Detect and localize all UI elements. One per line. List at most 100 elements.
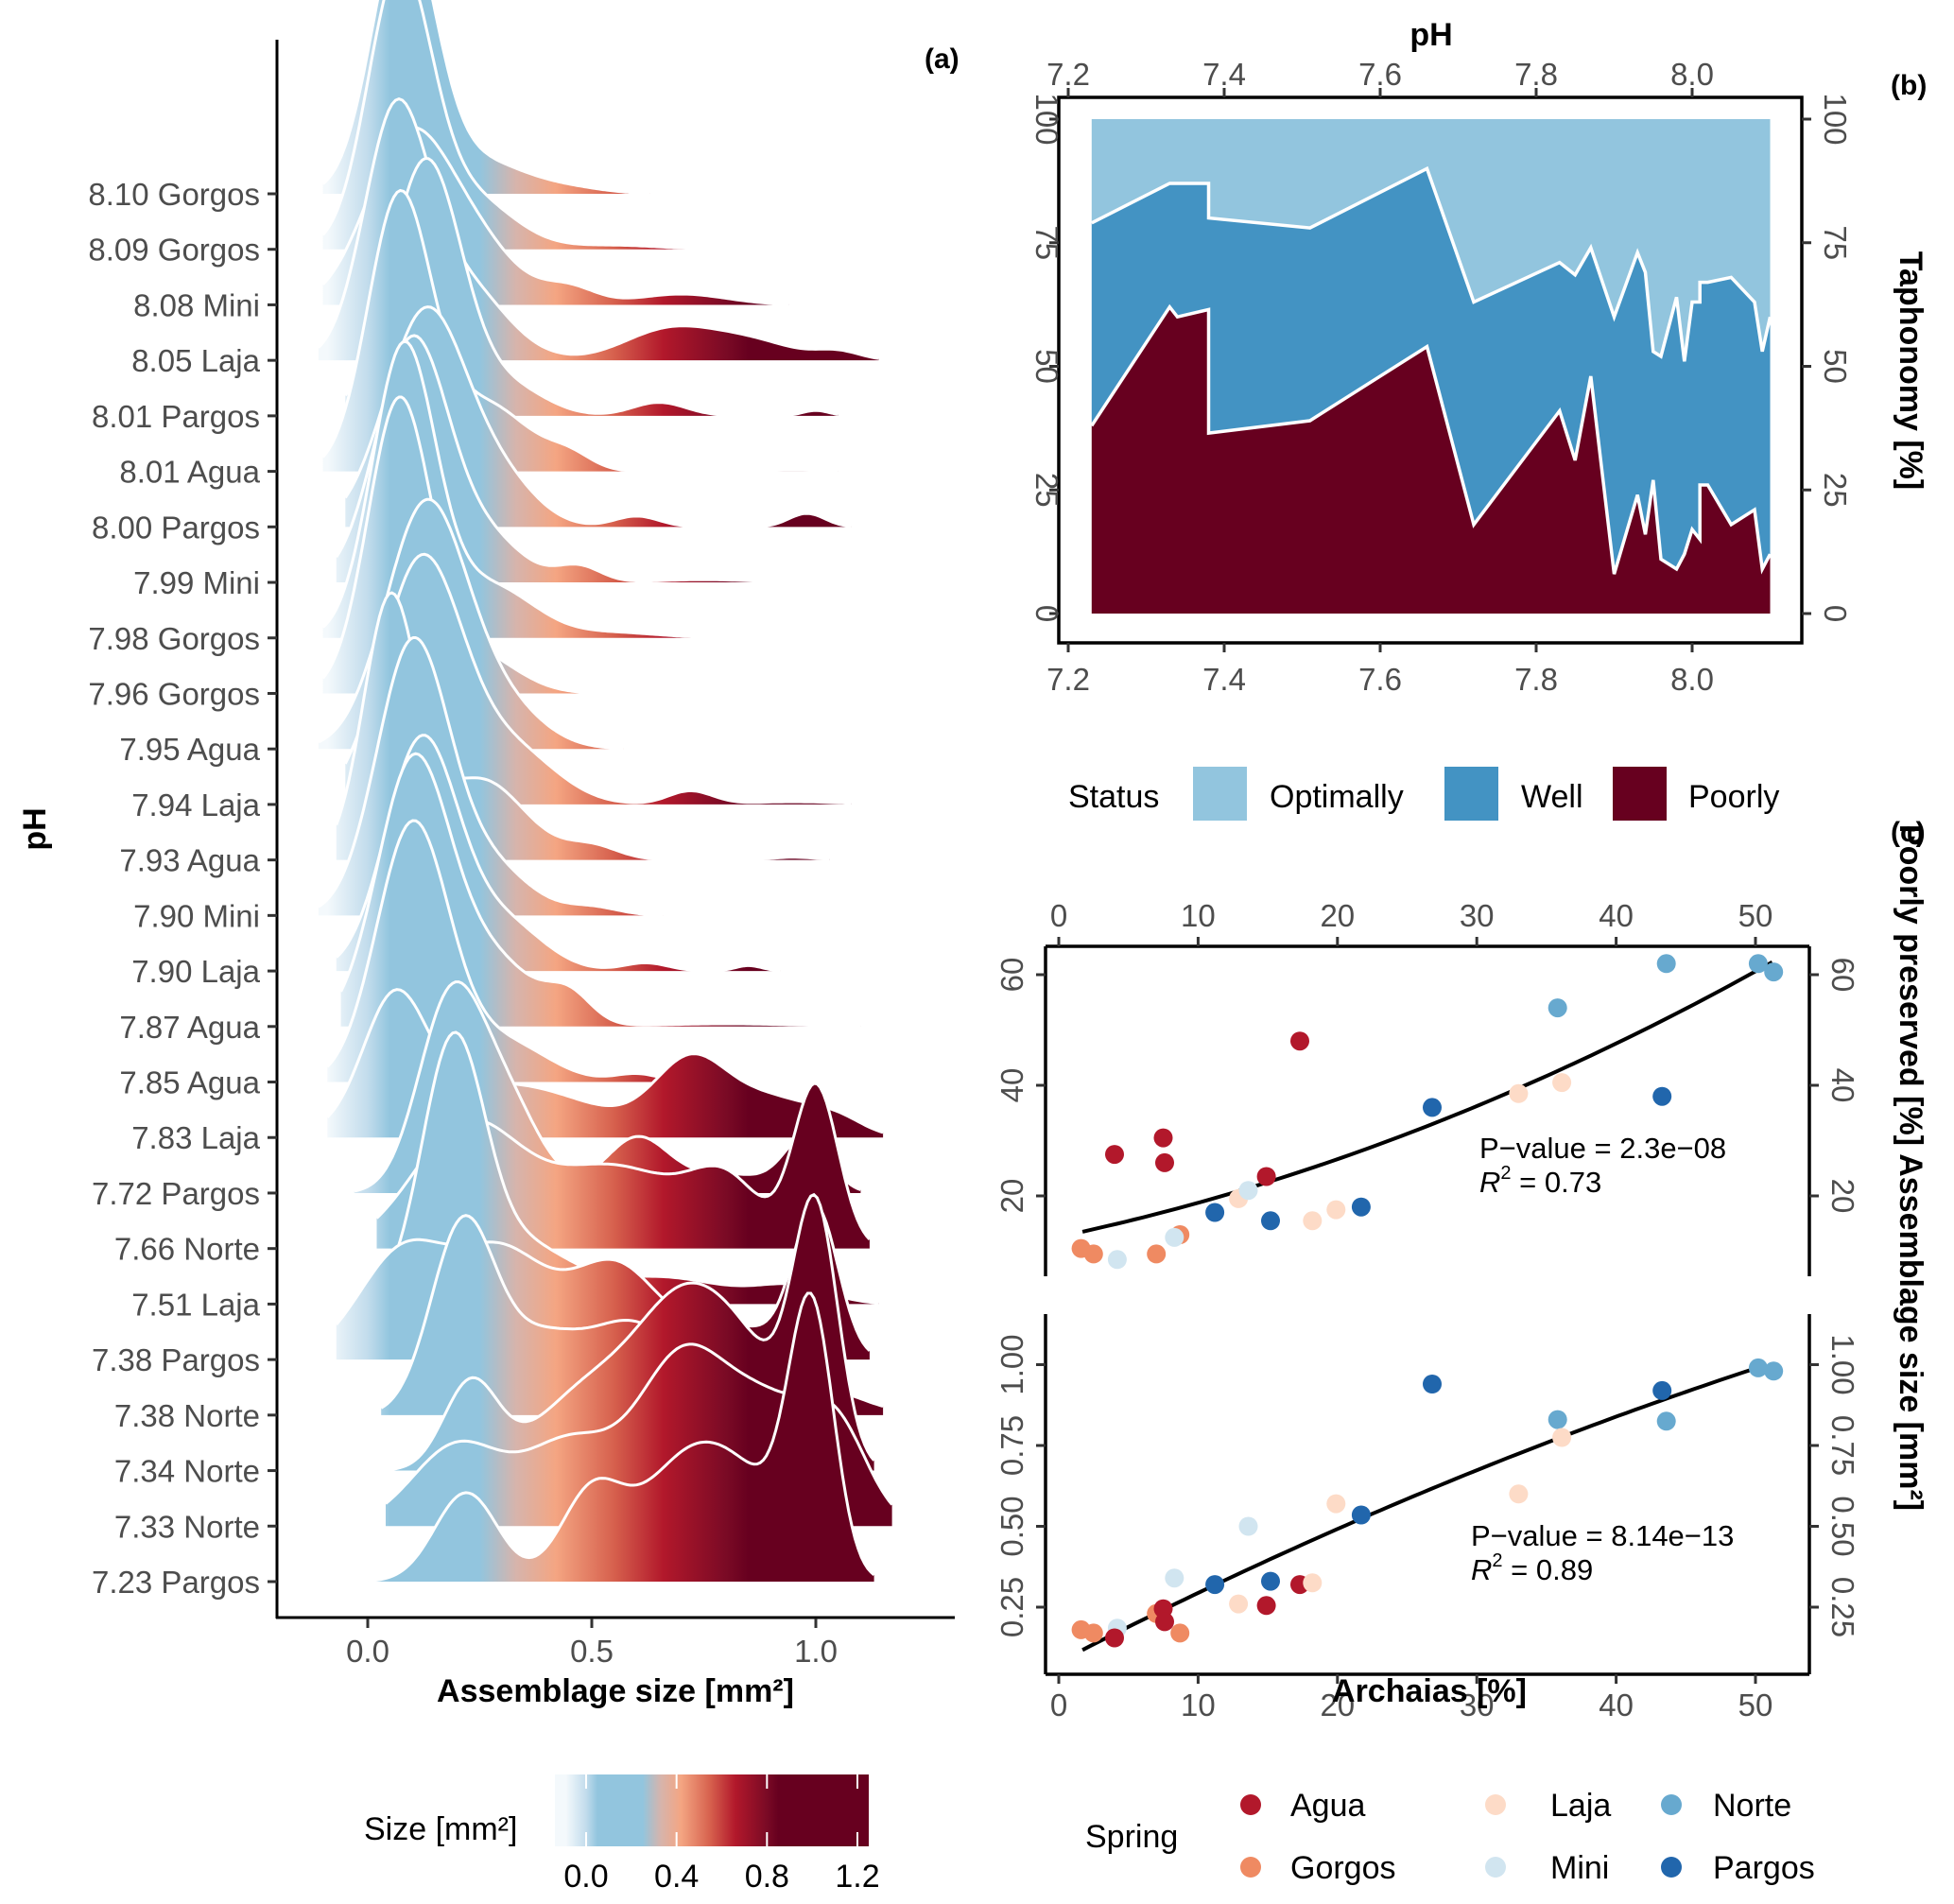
point-mini — [1238, 1181, 1258, 1201]
point-norte — [1764, 1361, 1784, 1381]
stacked-areas — [1090, 119, 1772, 614]
legend-swatch-optimally — [1193, 767, 1247, 821]
colorbar-title: Size [mm²] — [364, 1811, 517, 1847]
right-y-tick-label: 0 — [1818, 605, 1853, 622]
panel-b-area: 7.2 7.2 7.4 7.4 7.6 7.6 7.8 7.8 8.0 8.0 0 0 25 25 50 50… — [1029, 17, 1928, 821]
bottom-x-tick-label: 50 — [1738, 1688, 1773, 1722]
point-pargos — [1351, 1197, 1371, 1217]
panel-b-frame — [1057, 95, 1804, 645]
legend-label-optimally: Optimally — [1270, 779, 1404, 815]
top-x-tick-label: 7.2 — [1046, 57, 1090, 92]
point-agua — [1153, 1128, 1173, 1148]
legend-label-agua: Agua — [1290, 1788, 1365, 1824]
left-y-tick-label: 60 — [994, 958, 1029, 993]
ridge-outline — [326, 988, 884, 1134]
ridge-outline — [321, 0, 713, 251]
point-norte — [1764, 962, 1784, 982]
bottom-x-tick-label: 10 — [1181, 1688, 1216, 1722]
point-norte — [1548, 998, 1567, 1018]
bottom-x-tick-label: 7.4 — [1202, 662, 1246, 697]
y-tick-label: 7.33 Norte — [114, 1509, 260, 1544]
p-value-annotation: P−value = 2.3e−08 — [1479, 1132, 1726, 1165]
point-pargos — [1261, 1211, 1280, 1231]
p-value-annotation: P−value = 8.14e−13 — [1471, 1519, 1734, 1552]
right-y-tick-label: 60 — [1825, 958, 1860, 993]
bottom-x-tick-label: 30 — [1460, 1688, 1495, 1722]
right-y-tick-label: 40 — [1825, 1068, 1860, 1103]
y-tick-label: 7.38 Pargos — [92, 1342, 260, 1377]
ridge-outline — [344, 305, 853, 528]
top-x-tick-label: 7.6 — [1358, 57, 1402, 92]
left-y-tick-label: 0.50 — [994, 1496, 1029, 1556]
point-agua — [1290, 1031, 1309, 1051]
ridge-outline — [321, 339, 749, 640]
left-y-tick-label: 0 — [1029, 605, 1064, 622]
point-gorgos — [1170, 1623, 1190, 1643]
point-laja — [1326, 1200, 1346, 1220]
bottom-x-tick-label: 7.2 — [1046, 662, 1090, 697]
point-mini — [1238, 1516, 1258, 1536]
y-tick-label: 8.00 Pargos — [92, 510, 260, 545]
point-agua — [1105, 1145, 1124, 1165]
point-gorgos — [1147, 1244, 1167, 1264]
right-y-tick-label: 1.00 — [1825, 1334, 1860, 1394]
right-y-tick-label: 0.75 — [1825, 1415, 1860, 1476]
legend-dot-laja — [1485, 1794, 1506, 1815]
left-y-tick-label: 20 — [994, 1179, 1029, 1214]
r-squared-annotation: R2 = 0.73 — [1479, 1163, 1601, 1199]
point-laja — [1326, 1494, 1346, 1514]
regression-fit-line — [1081, 1364, 1764, 1653]
bottom-x-tick-label: 0 — [1050, 1688, 1067, 1722]
y-tick-label: 7.94 Laja — [131, 788, 260, 822]
ridge-7.87-agua — [339, 752, 861, 1028]
bottom-x-tick-label: 8.0 — [1670, 662, 1714, 697]
bottom-x-tick-label: 7.8 — [1514, 662, 1558, 697]
ridge-outline — [335, 734, 781, 973]
y-tick-label: 7.90 Mini — [133, 898, 260, 933]
area-poorly — [1091, 306, 1771, 614]
legend-label-gorgos: Gorgos — [1290, 1850, 1396, 1886]
status-legend-title: Status — [1068, 779, 1159, 815]
top-x-tick-label: 0 — [1050, 898, 1067, 933]
y-tick-label: 7.87 Agua — [119, 1010, 260, 1045]
point-norte — [1748, 954, 1768, 974]
ridge-outline — [318, 636, 664, 917]
y-tick-label: 7.95 Agua — [119, 732, 260, 767]
legend-dot-norte — [1661, 1794, 1682, 1815]
top-x-tick-label: 8.0 — [1670, 57, 1714, 92]
spring-legend-title: Spring — [1085, 1819, 1178, 1855]
ridge-area — [345, 158, 839, 416]
y-tick-label: 7.98 Gorgos — [88, 621, 260, 656]
point-pargos — [1423, 1375, 1442, 1393]
panel-a-x-ticks: 0.0 0.5 1.0 — [346, 1618, 838, 1669]
legend-dot-agua — [1240, 1794, 1261, 1815]
right-y-tick-label: 50 — [1818, 349, 1853, 384]
point-pargos — [1351, 1505, 1371, 1525]
colorbar-tick-label: 1.2 — [835, 1859, 879, 1895]
y-tick-label: 8.08 Mini — [133, 287, 260, 322]
ridge-7.94-laja — [343, 552, 852, 805]
top-x-tick-label: 50 — [1738, 898, 1773, 933]
left-y-tick-label: 75 — [1029, 225, 1064, 260]
legend-label-poorly: Poorly — [1688, 779, 1779, 815]
panel-a-ridgeline: 8.10 Gorgos 8.09 Gorgos 8.08 Mini 8.05 Laja… — [17, 0, 960, 1895]
panel-a-tag: (a) — [925, 43, 960, 75]
scatter-poorly-preserved: 0 10 20 30 40 50 20 20 40 40 60 60 P−value = 2.3e−08… — [994, 898, 1860, 1276]
r-squared-annotation: R2 = 0.89 — [1471, 1550, 1593, 1586]
left-y-tick-label: 25 — [1029, 473, 1064, 508]
top-x-tick-label: 10 — [1181, 898, 1216, 933]
point-laja — [1509, 1083, 1529, 1103]
point-laja — [1552, 1428, 1572, 1447]
point-laja — [1552, 1073, 1572, 1093]
ridges — [317, 0, 893, 1583]
ridge-outline — [318, 497, 624, 751]
panel-c-x-title: Archaias [%] — [1332, 1673, 1527, 1709]
bottom-x-tick-label: 7.6 — [1358, 662, 1402, 697]
ridge-outline — [321, 395, 682, 695]
ridge-outline — [343, 552, 852, 805]
status-legend: Status Optimally Well Poorly — [1068, 767, 1779, 821]
panel-b-tag: (b) — [1891, 70, 1927, 101]
point-agua — [1256, 1596, 1276, 1616]
ridge-area — [354, 1032, 879, 1305]
point-mini — [1107, 1250, 1127, 1270]
